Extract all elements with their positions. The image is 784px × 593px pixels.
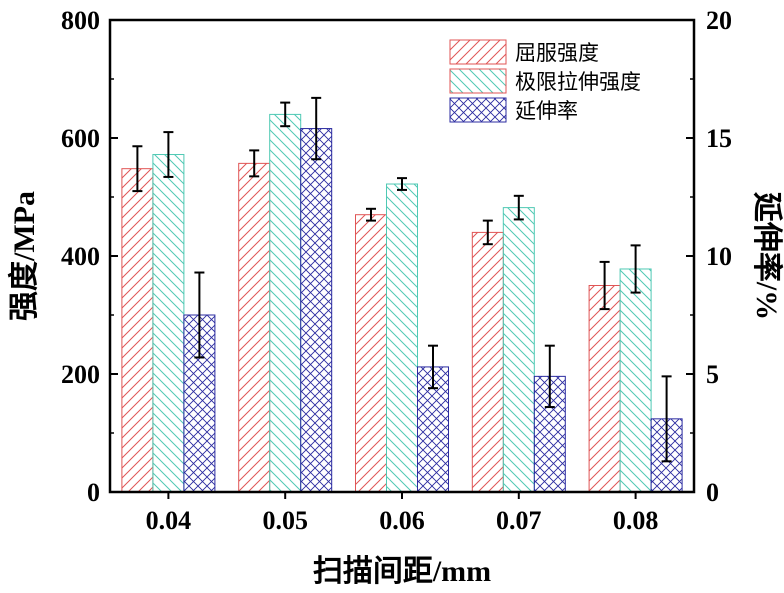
legend-swatch-yield [449,39,507,65]
bar-ultimate-0.05 [269,113,302,493]
y-tick-label-0: 0 [87,478,100,507]
bar-yield-0.08 [588,285,621,493]
y-tick-label-800: 800 [61,6,100,35]
bar-ultimate-0.07 [502,207,535,493]
y-right-tick-label-5: 5 [706,360,719,389]
bar-ultimate-0.04 [152,154,185,493]
x-axis-title: 扫描间距/mm [313,555,491,588]
legend-swatch-ultimate [449,68,507,94]
legend-label-ultimate: 极限拉伸强度 [515,70,641,94]
y-tick-label-400: 400 [61,242,100,271]
bar-yield-0.06 [355,214,387,493]
y-tick-label-600: 600 [61,124,100,153]
legend-swatch-elongation [449,97,507,123]
legend-label-yield: 屈服强度 [515,41,599,65]
bar-yield-0.04 [121,168,154,493]
left-axis: 0 200 400 600 800 [61,6,118,507]
error-bars-layer [132,96,672,463]
x-tick-label-0.08: 0.08 [613,506,659,535]
x-tick-label-0.05: 0.05 [262,506,308,535]
x-tick-label-0.07: 0.07 [496,506,542,535]
bar-yield-0.07 [471,231,504,493]
bar-yield-0.05 [238,162,271,493]
y-right-tick-label-10: 10 [706,242,732,271]
y-right-tick-label-20: 20 [706,6,732,35]
x-tick-label-0.04: 0.04 [146,506,192,535]
bar-elongation-0.05 [300,128,333,493]
right-axis: 0 5 10 15 20 [686,6,732,507]
legend-label-elongation: 延伸率 [515,99,578,123]
legend: 屈服强度 极限拉伸强度 延伸率 [449,39,641,123]
x-axis: 0.04 0.05 0.06 0.07 0.08 [146,492,659,535]
bar-ultimate-0.06 [386,183,418,493]
y-right-tick-label-15: 15 [706,124,732,153]
y-right-tick-label-0: 0 [706,478,719,507]
x-tick-label-0.06: 0.06 [379,506,425,535]
y-axis-title: 强度/MPa [8,191,41,321]
y-tick-label-200: 200 [61,360,100,389]
y-axis-right-title: 延伸率/% [750,191,783,320]
bar-ultimate-0.08 [619,268,652,493]
bars-layer [121,113,683,493]
